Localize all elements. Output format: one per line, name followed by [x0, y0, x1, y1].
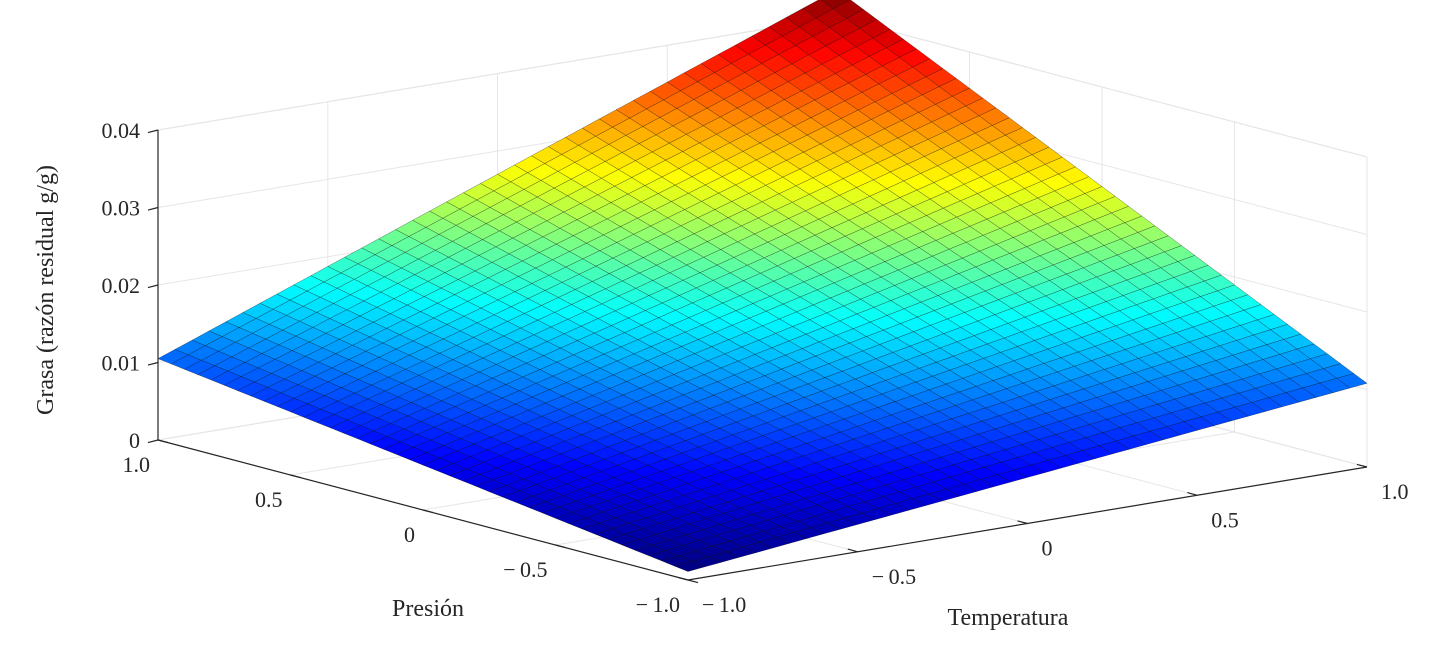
y-tick-label-4: 1.0 [123, 452, 151, 477]
x-tick-mark-2 [1017, 520, 1028, 525]
x-tick-label-3: 0.5 [1211, 507, 1239, 532]
axis-ticks: 0 0.01 0.02 0.03 0.04 − 1.0 − 0.5 0 0.5 1.0 − 1.0 −… [102, 118, 1409, 617]
z-tick-label-3: 0.03 [102, 196, 141, 221]
z-tick-label-4: 0.04 [102, 118, 141, 143]
z-tick-mark-2 [147, 284, 159, 289]
z-axis-title: Grasa (razón residual g/g) [33, 165, 59, 415]
z-tick-label-0: 0 [129, 428, 140, 453]
z-tick-label-1: 0.01 [102, 351, 141, 376]
z-tick-mark-1 [147, 361, 159, 366]
y-tick-mark-2 [422, 509, 434, 514]
y-tick-label-1: − 0.5 [503, 557, 547, 582]
x-tick-mark-3 [1187, 492, 1198, 496]
y-tick-mark-4 [157, 439, 169, 444]
surface-cell-0-0 [674, 561, 706, 572]
z-tick-label-2: 0.02 [102, 273, 141, 298]
z-tick-mark-0 [147, 439, 159, 444]
y-tick-mark-0 [687, 579, 699, 584]
x-tick-mark-1 [847, 548, 858, 553]
x-tick-label-2: 0 [1042, 536, 1053, 561]
z-tick-mark-4 [147, 129, 159, 134]
y-tick-mark-1 [555, 544, 566, 549]
surface-mesh [157, 0, 1368, 572]
z-tick-mark-3 [147, 206, 159, 211]
y-axis-title: Presión [392, 596, 464, 622]
y-tick-label-0: − 1.0 [636, 592, 680, 617]
y-tick-mark-3 [290, 474, 301, 479]
x-tick-mark-0 [677, 576, 689, 581]
x-axis-title: Temperatura [948, 605, 1069, 631]
y-tick-label-2: 0 [404, 522, 415, 547]
x-tick-label-0: − 1.0 [702, 592, 746, 617]
y-tick-label-3: 0.5 [255, 487, 283, 512]
x-tick-label-4: 1.0 [1381, 479, 1409, 504]
x-tick-label-1: − 0.5 [872, 564, 916, 589]
x-tick-mark-4 [1356, 463, 1368, 468]
